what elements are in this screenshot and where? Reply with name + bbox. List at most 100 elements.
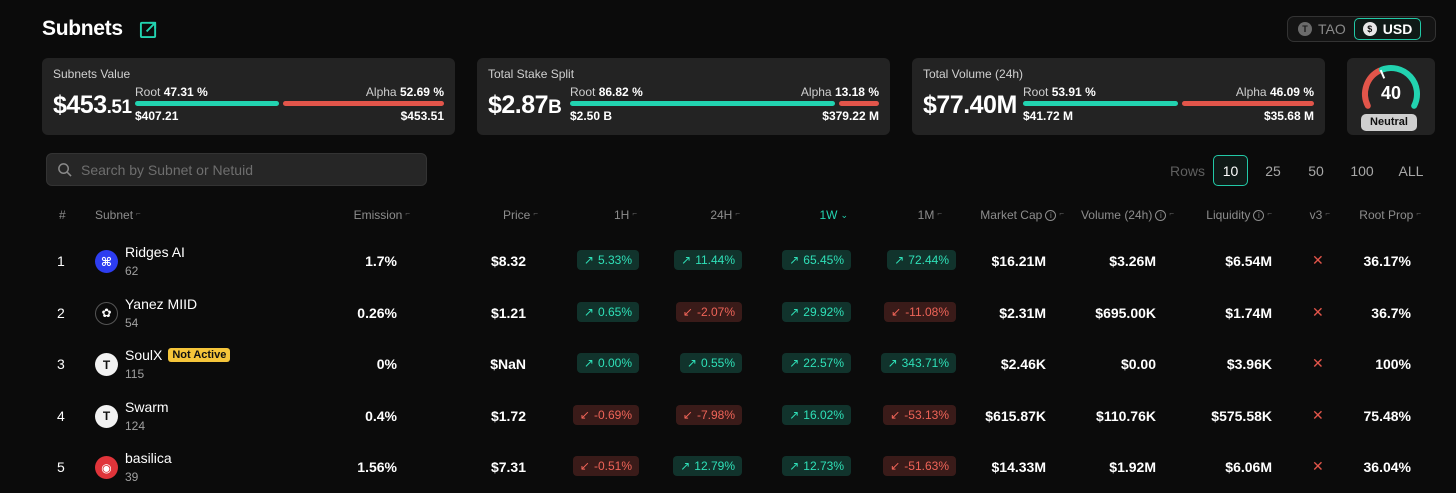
info-icon[interactable]: i bbox=[1155, 209, 1167, 221]
change-h1-pill: ↙ -0.51% bbox=[572, 456, 639, 476]
arrow-up-right-icon: ↗ bbox=[583, 356, 594, 370]
rows-option-25[interactable]: 25 bbox=[1265, 162, 1281, 179]
table-row[interactable]: 2 ✿ Yanez MIID 54 0.26% $1.21 ↗ 0.65% ↙ -2.… bbox=[0, 288, 1456, 339]
emission-value: 1.56% bbox=[357, 459, 397, 475]
sort-icon: ⌐ bbox=[405, 208, 410, 218]
split-left-name: Root bbox=[135, 85, 161, 99]
col-header-label: 1W bbox=[819, 208, 838, 222]
arrow-up-right-icon: ↗ bbox=[789, 407, 800, 422]
search-input[interactable] bbox=[81, 161, 401, 178]
gauge-arc bbox=[1362, 65, 1420, 109]
root-prop-value: 36.04% bbox=[1363, 459, 1411, 475]
market-cap-value: $16.21M bbox=[991, 253, 1046, 269]
col-header-subnet[interactable]: Subnet ⌐ bbox=[95, 208, 141, 222]
rows-option-10[interactable]: 10 bbox=[1213, 155, 1248, 186]
currency-option-tao[interactable]: T TAO bbox=[1290, 18, 1354, 40]
liquidity-value: $3.96K bbox=[1226, 356, 1272, 372]
change-h24-value: -2.07% bbox=[696, 304, 735, 319]
change-h1-value: -0.69% bbox=[593, 407, 632, 422]
arrow-down-left-icon: ↙ bbox=[890, 407, 901, 422]
external-link-icon[interactable] bbox=[139, 20, 158, 39]
arrow-down-left-icon: ↙ bbox=[579, 407, 590, 422]
root-prop-value: 36.7% bbox=[1371, 304, 1411, 321]
rows-option-100[interactable]: 100 bbox=[1350, 162, 1374, 179]
split-right-label: Alpha 52.69 % bbox=[366, 85, 444, 99]
currency-option-usd[interactable]: $ USD bbox=[1353, 18, 1422, 40]
stat-card-label: Subnets Value bbox=[53, 67, 131, 81]
root-prop-value: 100% bbox=[1375, 356, 1411, 372]
col-header-1w[interactable]: 1W ⌄ bbox=[790, 208, 848, 222]
change-w1-pill: ↗ 29.92% bbox=[782, 301, 851, 322]
subnet-name[interactable]: Ridges AI bbox=[125, 244, 185, 260]
price-value: $8.32 bbox=[490, 253, 526, 269]
col-header-price[interactable]: Price ⌐ bbox=[470, 208, 538, 222]
rows-option-50[interactable]: 50 bbox=[1308, 162, 1324, 179]
rows-option-all[interactable]: ALL bbox=[1398, 162, 1424, 179]
subnet-name[interactable]: Swarm bbox=[125, 399, 169, 415]
change-h1-pill: ↙ -0.69% bbox=[572, 404, 639, 425]
split-bar-alpha bbox=[283, 101, 444, 106]
price-value: $1.72 bbox=[490, 407, 526, 424]
arrow-up-right-icon: ↗ bbox=[789, 304, 800, 319]
col-header-volume[interactable]: Volume (24h) i ⌐ bbox=[1070, 208, 1174, 222]
col-header-label: Liquidity bbox=[1206, 208, 1251, 222]
stat-card-value-small: B bbox=[548, 97, 562, 118]
stat-card-value: $2.87B bbox=[488, 91, 562, 120]
change-h24-value: 0.55% bbox=[700, 356, 735, 370]
change-w1-pill: ↗ 16.02% bbox=[782, 404, 851, 425]
row-rank: 3 bbox=[57, 356, 65, 372]
col-header-label: Subnet bbox=[95, 208, 134, 222]
table-row[interactable]: 1 ⌘ Ridges AI 62 1.7% $8.32 ↗ 5.33% ↗ 11.44… bbox=[0, 236, 1456, 287]
col-header-root-prop[interactable]: Root Prop ⌐ bbox=[1345, 208, 1421, 222]
col-header-1h[interactable]: 1H ⌐ bbox=[580, 208, 637, 222]
col-header-liquidity[interactable]: Liquidity i ⌐ bbox=[1180, 208, 1272, 222]
currency-toggle: T TAO $ USD bbox=[1287, 16, 1436, 42]
col-header-market-cap[interactable]: Market Cap i ⌐ bbox=[960, 208, 1064, 222]
usd-coin-icon: $ bbox=[1362, 22, 1377, 36]
col-header-1m[interactable]: 1M ⌐ bbox=[890, 208, 942, 222]
subnet-netuid: 39 bbox=[125, 470, 139, 484]
sort-icon: ⌐ bbox=[735, 208, 740, 218]
table-row[interactable]: 4 T Swarm 124 0.4% $1.72 ↙ -0.69% ↙ -7.98% ↗… bbox=[0, 391, 1456, 442]
stat-card: Subnets Value $453.51 Root 47.31 % Alpha… bbox=[42, 58, 455, 135]
arrow-down-left-icon: ↙ bbox=[890, 459, 901, 473]
change-m1-pill: ↙ -11.08% bbox=[884, 301, 956, 322]
sort-icon: ⌐ bbox=[1169, 208, 1174, 218]
subnet-name[interactable]: basilica bbox=[125, 450, 172, 466]
split-left-pct: 86.82 % bbox=[598, 85, 643, 99]
split-bar-alpha bbox=[1182, 101, 1314, 106]
rows-label: Rows bbox=[1170, 163, 1206, 179]
row-rank: 5 bbox=[57, 459, 65, 475]
col-header-emission[interactable]: Emission ⌐ bbox=[330, 208, 410, 222]
split-right-name: Alpha bbox=[1235, 85, 1267, 99]
table-row[interactable]: 5 ◉ basilica 39 1.56% $7.31 ↙ -0.51% ↗ 12.7… bbox=[0, 442, 1456, 493]
subnet-name[interactable]: Yanez MIID bbox=[125, 296, 197, 312]
change-h24-value: 11.44% bbox=[695, 253, 735, 267]
table-row[interactable]: 3 T SoulX Not Active 115 0% $NaN ↗ 0.00% ↗ 0… bbox=[0, 339, 1456, 390]
sort-icon: ⌐ bbox=[632, 208, 637, 218]
v3-cross-icon: ✕ bbox=[1312, 355, 1324, 371]
v3-cross-icon: ✕ bbox=[1312, 252, 1324, 268]
col-header-label: Price bbox=[502, 208, 531, 222]
change-m1-pill: ↗ 72.44% bbox=[887, 250, 956, 270]
emission-value: 0.4% bbox=[365, 407, 397, 424]
arrow-up-right-icon: ↗ bbox=[583, 304, 594, 319]
price-value: $7.31 bbox=[490, 459, 526, 475]
info-icon[interactable]: i bbox=[1253, 209, 1265, 221]
stat-card-value-main: $2.87 bbox=[488, 91, 549, 119]
search-icon bbox=[58, 163, 72, 177]
col-header-24h[interactable]: 24H ⌐ bbox=[680, 208, 740, 222]
col-header-v3[interactable]: v3 ⌐ bbox=[1290, 208, 1330, 222]
change-m1-pill: ↗ 343.71% bbox=[880, 353, 956, 373]
info-icon[interactable]: i bbox=[1045, 209, 1057, 221]
split-left-pct: 47.31 % bbox=[163, 85, 208, 99]
subnet-name[interactable]: SoulX Not Active bbox=[125, 347, 231, 363]
arrow-up-right-icon: ↗ bbox=[583, 253, 594, 267]
stat-card-label: Total Volume (24h) bbox=[923, 67, 1024, 81]
col-header-label: 1H bbox=[613, 208, 630, 222]
split-left-label: Root 86.82 % bbox=[570, 85, 643, 99]
market-cap-value: $2.31M bbox=[999, 304, 1046, 321]
gauge-segment bbox=[1378, 65, 1420, 109]
sort-icon: ⌐ bbox=[937, 208, 942, 218]
change-h24-pill: ↙ -7.98% bbox=[675, 404, 742, 425]
